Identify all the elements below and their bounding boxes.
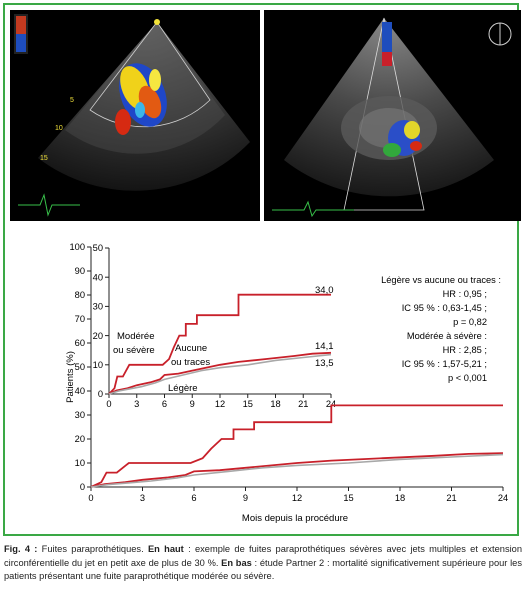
inset-x-tick-label: 12 [215,399,225,409]
main-y-tick-label: 100 [69,242,85,252]
stats-line-4: p = 0,82 [453,317,487,327]
inset-series-mild [108,351,332,395]
label-none-trace-2: ou traces [171,357,210,368]
svg-text:15: 15 [40,155,48,162]
main-x-tick-label: 3 [140,493,145,503]
inset-y-tick-label: 0 [98,389,103,399]
main-x-tick-label: 21 [446,493,456,503]
label-none-trace-1: Aucune [175,343,207,354]
caption-top-label: En haut [147,544,184,554]
caption-bottom-text: : étude Partner 2 : mortalité significat… [4,557,522,582]
main-x-tick-label: 18 [395,493,405,503]
inset-x-tick-label: 6 [162,399,167,409]
caption-top-text: : exemple de fuites paraprothétiques sév… [4,544,522,568]
stats-annotation: Légère vs aucune ou traces : HR : 0,95 ;… [381,275,501,383]
label-moderate-severe-1: Modérée [117,331,155,342]
y-axis-label: Patients (%) [65,351,76,403]
main-x-tick-label: 6 [191,493,196,503]
inset-x-tick-label: 9 [190,399,195,409]
echo-image-right [264,10,521,221]
main-y-tick-label: 80 [75,290,85,300]
inset-series [108,293,332,395]
inset-x-tick-label: 15 [243,399,253,409]
main-x-tick-label: 0 [88,493,93,503]
main-y-tick-label: 50 [75,362,85,372]
main-y-tick-label: 0 [80,482,85,492]
svg-text:10: 10 [55,125,63,132]
main-y-tick-label: 60 [75,338,85,348]
inset-axes: 0 10 20 30 40 50 0 3 6 9 12 15 18 21 24 [93,243,337,409]
main-x-tick-label: 12 [292,493,302,503]
main-y-tick-label: 70 [75,314,85,324]
inset-y-tick-label: 50 [93,243,103,253]
label-moderate-severe-2: ou sévère [113,345,155,356]
stats-line-5: Modérée à sévère : [407,331,487,341]
stats-line-3: IC 95 % : 0,63-1,45 ; [402,303,487,313]
echo-image-left: 5 10 15 [10,10,260,221]
inset-x-tick-label: 24 [326,399,336,409]
echo-sector-right [272,17,512,218]
main-series-none-trace [90,453,504,488]
main-series [90,404,504,488]
end-label-moderate-severe: 34,0 [315,285,334,296]
inset-x-tick-label: 21 [298,399,308,409]
stats-line-6: HR : 2,85 ; [443,345,487,355]
label-mild: Légère [168,383,198,394]
main-x-tick-label: 15 [343,493,353,503]
main-y-tick-label: 20 [75,434,85,444]
main-y-tick-label: 10 [75,458,85,468]
inset-x-tick-label: 0 [106,399,111,409]
inset-x-tick-label: 18 [270,399,280,409]
caption-label: Fig. 4 : [4,544,38,554]
inset-y-tick-label: 30 [93,302,103,312]
main-y-tick-label: 30 [75,410,85,420]
inset-y-tick-label: 10 [93,360,103,370]
end-label-mild: 14,1 [315,341,334,352]
inset-x-tick-label: 3 [134,399,139,409]
end-label-none-trace: 13,5 [315,358,334,369]
stats-line-1: Légère vs aucune ou traces : [381,275,501,285]
main-x-tick-label: 24 [498,493,508,503]
main-x-tick-label: 9 [243,493,248,503]
main-y-tick-label: 40 [75,386,85,396]
main-y-tick-label: 90 [75,266,85,276]
x-axis-label: Mois depuis la procédure [242,513,348,524]
echo-sector-left: 5 10 15 [14,14,250,217]
caption-bottom-label: En bas [221,557,252,568]
inset-series-none-trace [108,353,332,395]
stats-line-2: HR : 0,95 ; [443,289,487,299]
stats-line-8: p < 0,001 [448,373,487,383]
caption-intro: Fuites paraprothétiques. [37,544,148,554]
main-series-mild [90,452,504,488]
svg-text:5: 5 [70,97,74,104]
main-series-moderate-severe [90,404,503,488]
stats-line-7: IC 95 % : 1,57-5,21 ; [402,359,487,369]
inset-y-tick-label: 40 [93,272,103,282]
inset-y-tick-label: 20 [93,331,103,341]
inset-series-moderate-severe [108,293,331,395]
figure-caption: Fig. 4 : Fuites paraprothétiques. En hau… [4,543,522,584]
figure-frame: 5 10 15 [3,3,521,536]
